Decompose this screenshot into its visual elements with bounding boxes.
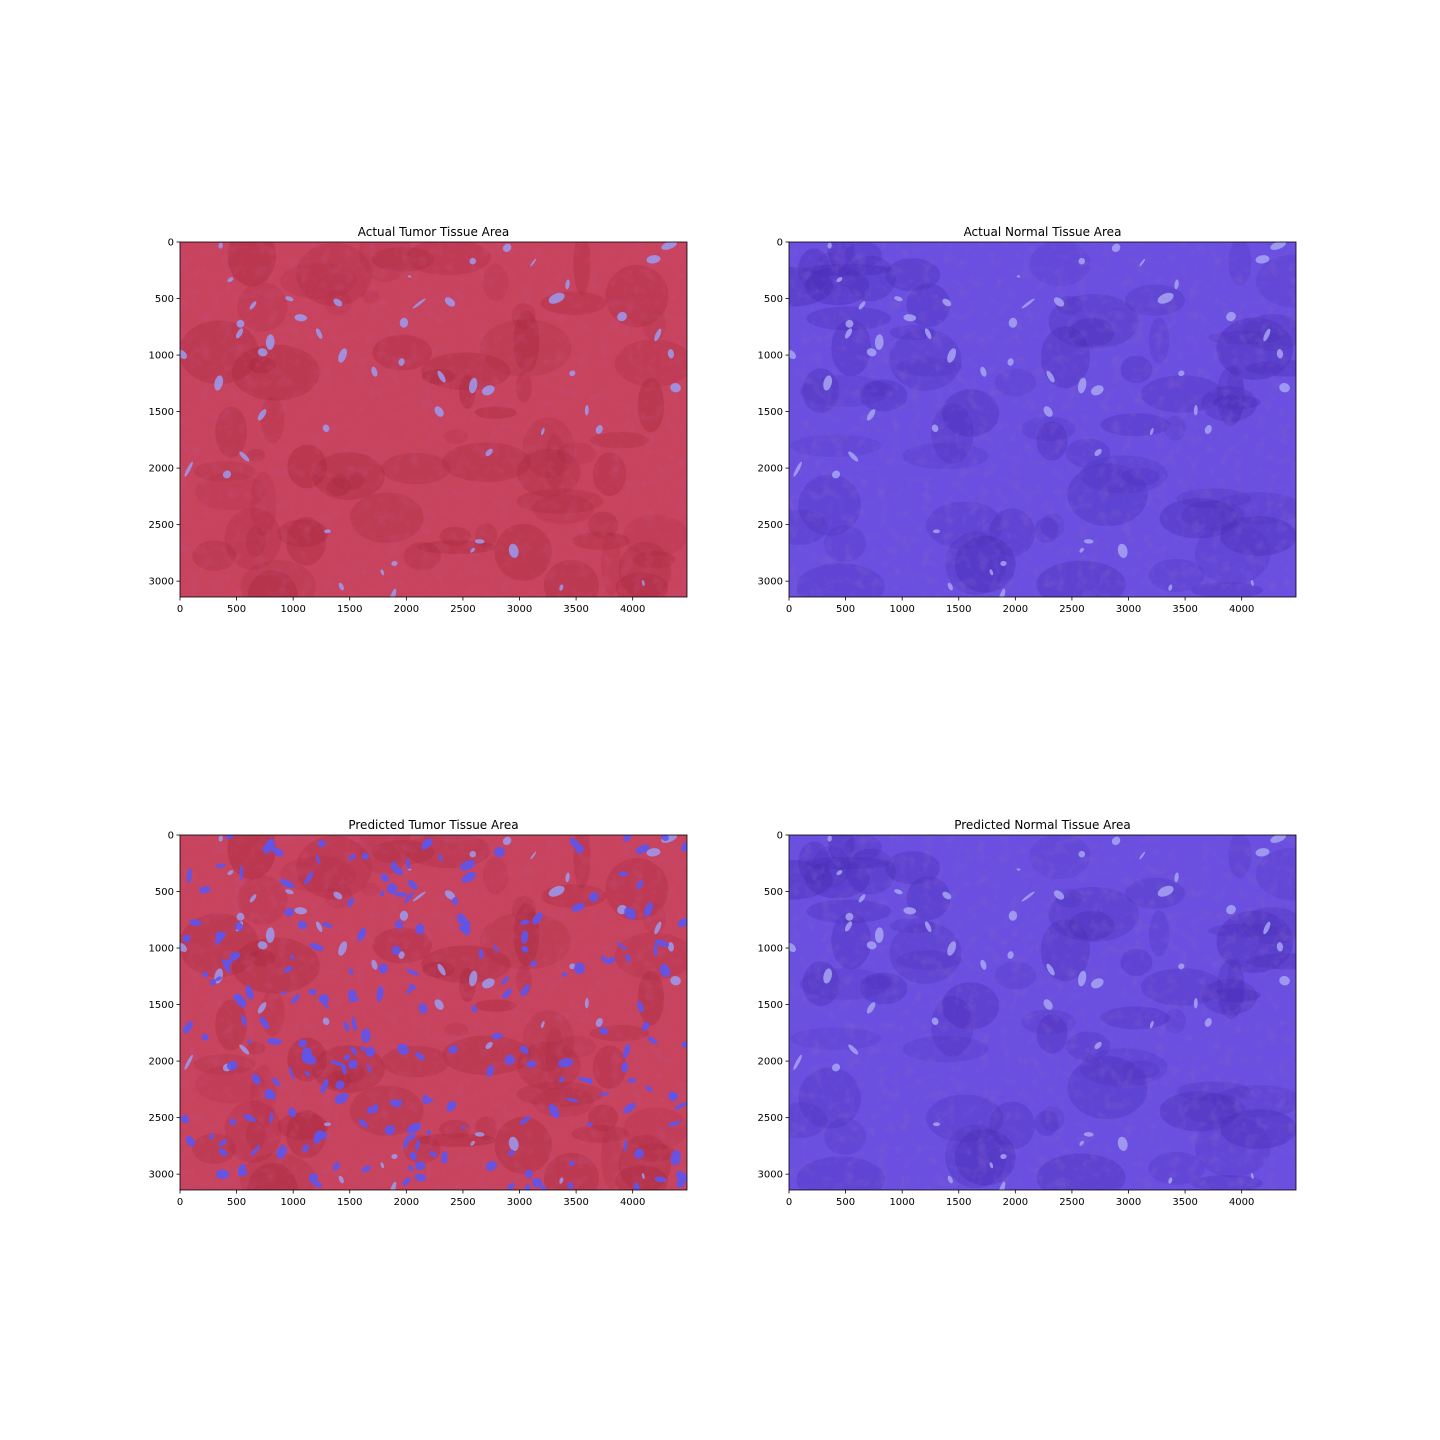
x-tick-label: 2500 [450,1197,475,1208]
x-tick-label: 2000 [394,604,419,615]
y-tick-label: 2500 [149,1113,174,1124]
y-tick-label: 3000 [758,577,783,588]
tissue-image [180,242,687,597]
y-tick-label: 3000 [149,1170,174,1181]
subplot-title: Predicted Normal Tissue Area [954,818,1131,832]
subplot-title: Predicted Tumor Tissue Area [348,818,518,832]
y-tick-label: 500 [155,294,174,305]
x-tick-label: 2500 [1059,1197,1084,1208]
y-tick-label: 0 [168,831,174,842]
y-tick-label: 1500 [149,1000,174,1011]
y-tick-label: 1000 [758,351,783,362]
x-tick-label: 2000 [1003,604,1028,615]
y-tick-label: 1500 [758,1000,783,1011]
x-tick-label: 3500 [563,1197,588,1208]
x-tick-label: 3000 [1116,604,1141,615]
subplot-1: Actual Tumor Tissue Area 0 500 1000 1500 2000… [149,225,688,615]
y-tick-label: 2000 [149,1057,174,1068]
tissue-image [789,242,1296,597]
x-tick-label: 3500 [1172,1197,1197,1208]
x-tick-label: 1000 [889,1197,914,1208]
x-tick-label: 2500 [1059,604,1084,615]
subplot-title: Actual Normal Tissue Area [964,225,1122,239]
x-tick-label: 500 [227,1197,246,1208]
subplot-title: Actual Tumor Tissue Area [358,225,510,239]
x-tick-label: 500 [836,1197,855,1208]
x-tick-label: 500 [836,604,855,615]
tissue-image [789,835,1296,1190]
y-tick-label: 2000 [758,1057,783,1068]
x-tick-label: 3000 [1116,1197,1141,1208]
y-tick-label: 2000 [149,464,174,475]
y-tick-label: 500 [764,294,783,305]
x-tick-label: 0 [786,604,792,615]
y-tick-label: 1500 [758,407,783,418]
subplot-2: Actual Normal Tissue Area 0 500 1000 1500 200… [758,225,1297,615]
y-tick-label: 2500 [758,1113,783,1124]
y-tick-label: 1000 [149,944,174,955]
y-tick-label: 3000 [758,1170,783,1181]
tissue-image [180,835,687,1190]
y-tick-label: 0 [777,238,783,249]
x-tick-label: 500 [227,604,246,615]
y-tick-label: 2000 [758,464,783,475]
y-tick-label: 1000 [758,944,783,955]
x-tick-label: 4000 [1229,604,1254,615]
x-tick-label: 2000 [394,1197,419,1208]
x-tick-label: 1000 [280,1197,305,1208]
x-tick-label: 0 [786,1197,792,1208]
x-tick-label: 1500 [946,1197,971,1208]
y-tick-label: 500 [764,887,783,898]
x-tick-label: 2000 [1003,1197,1028,1208]
x-tick-label: 3000 [507,1197,532,1208]
x-tick-label: 1000 [889,604,914,615]
subplot-4: Predicted Normal Tissue Area 0 500 1000 1500… [758,818,1297,1208]
y-tick-label: 1000 [149,351,174,362]
x-tick-label: 1500 [337,604,362,615]
x-tick-label: 4000 [1229,1197,1254,1208]
x-tick-label: 0 [177,1197,183,1208]
y-tick-label: 2500 [149,520,174,531]
x-tick-label: 3500 [1172,604,1197,615]
x-tick-label: 3500 [563,604,588,615]
x-tick-label: 1000 [280,604,305,615]
y-tick-label: 500 [155,887,174,898]
y-tick-label: 3000 [149,577,174,588]
subplot-3: Predicted Tumor Tissue Area 0 500 1000 1500 2… [149,818,688,1208]
x-tick-label: 1500 [946,604,971,615]
y-tick-label: 2500 [758,520,783,531]
x-tick-label: 1500 [337,1197,362,1208]
y-tick-label: 0 [168,238,174,249]
x-tick-label: 0 [177,604,183,615]
x-tick-label: 2500 [450,604,475,615]
x-tick-label: 4000 [620,1197,645,1208]
y-tick-label: 0 [777,831,783,842]
x-tick-label: 3000 [507,604,532,615]
y-tick-label: 1500 [149,407,174,418]
x-tick-label: 4000 [620,604,645,615]
